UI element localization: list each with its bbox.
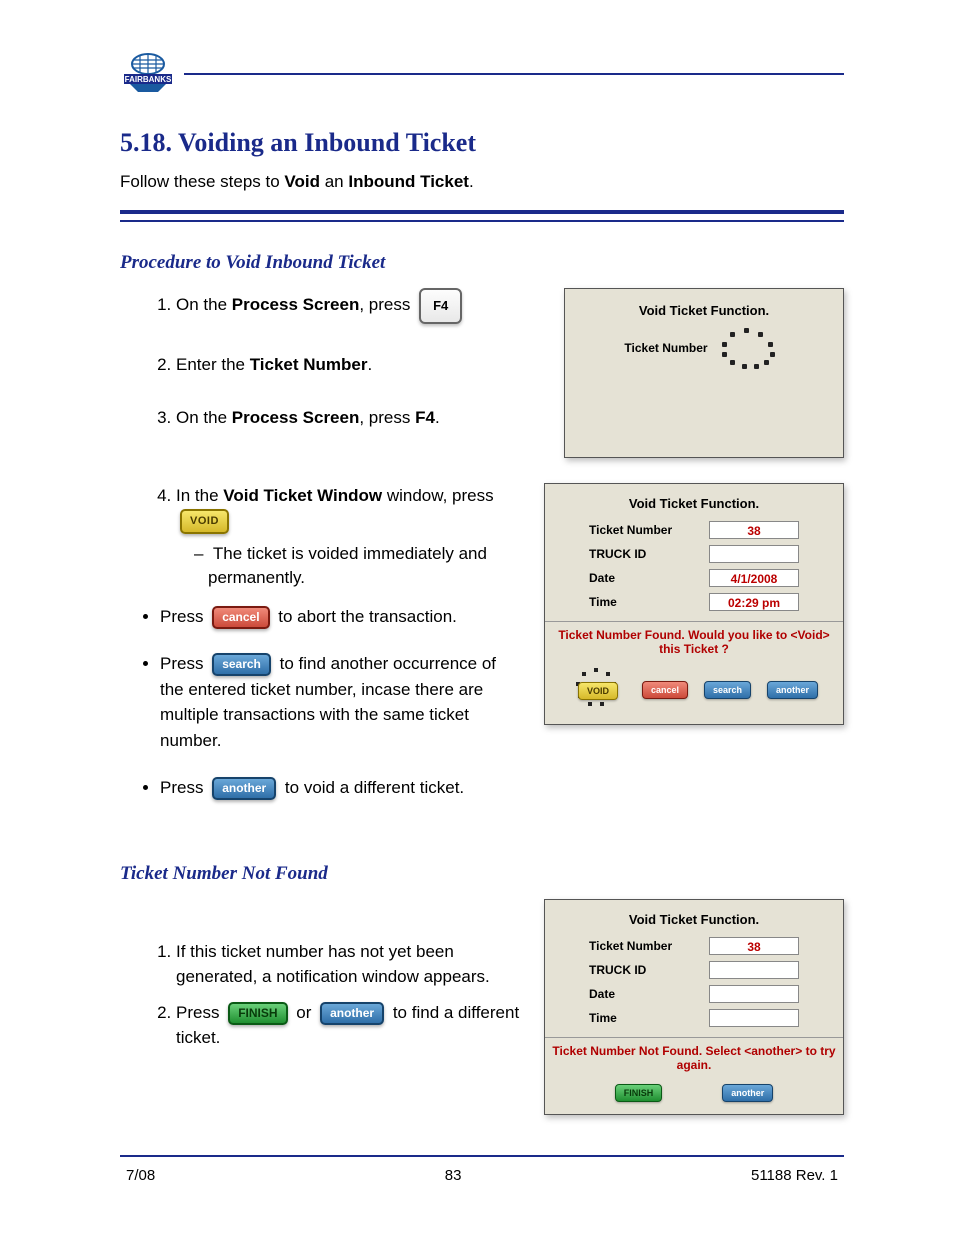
- step-b2: Press FINISH or another to find a differ…: [176, 1000, 524, 1051]
- steps-list-2: In the Void Ticket Window window, press …: [120, 483, 524, 590]
- another-button[interactable]: another: [722, 1084, 773, 1102]
- bullet-cancel: Press cancel to abort the transaction.: [160, 604, 524, 630]
- void-button[interactable]: VOID: [180, 509, 229, 534]
- cancel-button[interactable]: cancel: [642, 681, 688, 699]
- cancel-button[interactable]: cancel: [212, 606, 269, 629]
- screenshot-void-found: Void Ticket Function. Ticket Number 38 T…: [544, 483, 844, 725]
- bullets-list: Press cancel to abort the transaction. P…: [120, 604, 524, 801]
- truck-id-field[interactable]: [709, 961, 799, 979]
- step-3: On the Process Screen, press F4.: [176, 405, 544, 431]
- f4-key-icon: F4: [419, 288, 462, 324]
- time-label: Time: [589, 1011, 699, 1025]
- screenshot-title: Void Ticket Function.: [559, 496, 829, 511]
- another-button[interactable]: another: [767, 681, 818, 699]
- ticket-number-label: Ticket Number: [589, 939, 699, 953]
- steps-list-3: If this ticket number has not yet been g…: [120, 939, 524, 1051]
- bullet-another: Press another to void a different ticket…: [160, 775, 524, 801]
- search-button[interactable]: search: [212, 653, 271, 676]
- steps-list-1: On the Process Screen, press F4 Enter th…: [120, 288, 544, 431]
- truck-id-label: TRUCK ID: [589, 547, 699, 561]
- footer-left: 7/08: [126, 1167, 155, 1184]
- thick-rule: [120, 210, 844, 214]
- footer-rule: [120, 1155, 844, 1157]
- date-label: Date: [589, 987, 699, 1001]
- screenshot-title: Void Ticket Function.: [559, 912, 829, 927]
- search-button[interactable]: search: [704, 681, 751, 699]
- notfound-message: Ticket Number Not Found. Select <another…: [545, 1037, 843, 1076]
- header-rule: [184, 73, 844, 75]
- step-1: On the Process Screen, press F4: [176, 288, 544, 324]
- time-field[interactable]: [709, 1009, 799, 1027]
- date-field[interactable]: 4/1/2008: [709, 569, 799, 587]
- step-4-sub: – The ticket is voided immediately and p…: [194, 542, 524, 590]
- svg-text:FAIRBANKS: FAIRBANKS: [125, 75, 172, 84]
- screenshot-void-loading: Void Ticket Function. Ticket Number: [564, 288, 844, 458]
- loading-spinner-icon: VOID: [570, 668, 626, 712]
- procedure-title-1: Procedure to Void Inbound Ticket: [120, 252, 844, 274]
- another-button[interactable]: another: [212, 777, 276, 800]
- header-logo-row: FAIRBANKS: [120, 50, 844, 98]
- finish-button[interactable]: FINISH: [228, 1002, 287, 1025]
- fairbanks-logo: FAIRBANKS: [120, 50, 176, 98]
- step-4: In the Void Ticket Window window, press …: [176, 483, 524, 590]
- another-button[interactable]: another: [320, 1002, 384, 1025]
- page-footer: 7/08 83 51188 Rev. 1: [120, 1167, 844, 1184]
- loading-spinner-icon: [714, 328, 784, 368]
- screenshot-title: Void Ticket Function.: [579, 303, 829, 318]
- date-field[interactable]: [709, 985, 799, 1003]
- ticket-number-field[interactable]: 38: [709, 521, 799, 539]
- thin-rule: [120, 220, 844, 222]
- ticket-number-label: Ticket Number: [589, 523, 699, 537]
- section-title: 5.18. Voiding an Inbound Ticket: [120, 128, 844, 158]
- step-b1: If this ticket number has not yet been g…: [176, 939, 524, 990]
- footer-right: 51188 Rev. 1: [751, 1167, 838, 1184]
- lead-text: Follow these steps to Void an Inbound Ti…: [120, 172, 844, 192]
- screenshot-void-notfound: Void Ticket Function. Ticket Number 38 T…: [544, 899, 844, 1115]
- time-field[interactable]: 02:29 pm: [709, 593, 799, 611]
- truck-id-field[interactable]: [709, 545, 799, 563]
- finish-button[interactable]: FINISH: [615, 1084, 663, 1102]
- bullet-search: Press search to find another occurrence …: [160, 651, 524, 753]
- time-label: Time: [589, 595, 699, 609]
- step-2: Enter the Ticket Number.: [176, 352, 544, 378]
- footer-center: 83: [445, 1167, 462, 1184]
- ticket-number-field[interactable]: 38: [709, 937, 799, 955]
- date-label: Date: [589, 571, 699, 585]
- truck-id-label: TRUCK ID: [589, 963, 699, 977]
- found-message: Ticket Number Found. Would you like to <…: [545, 621, 843, 660]
- ticket-number-label: Ticket Number: [624, 341, 707, 355]
- void-button[interactable]: VOID: [578, 682, 618, 700]
- procedure-title-2: Ticket Number Not Found: [120, 863, 844, 885]
